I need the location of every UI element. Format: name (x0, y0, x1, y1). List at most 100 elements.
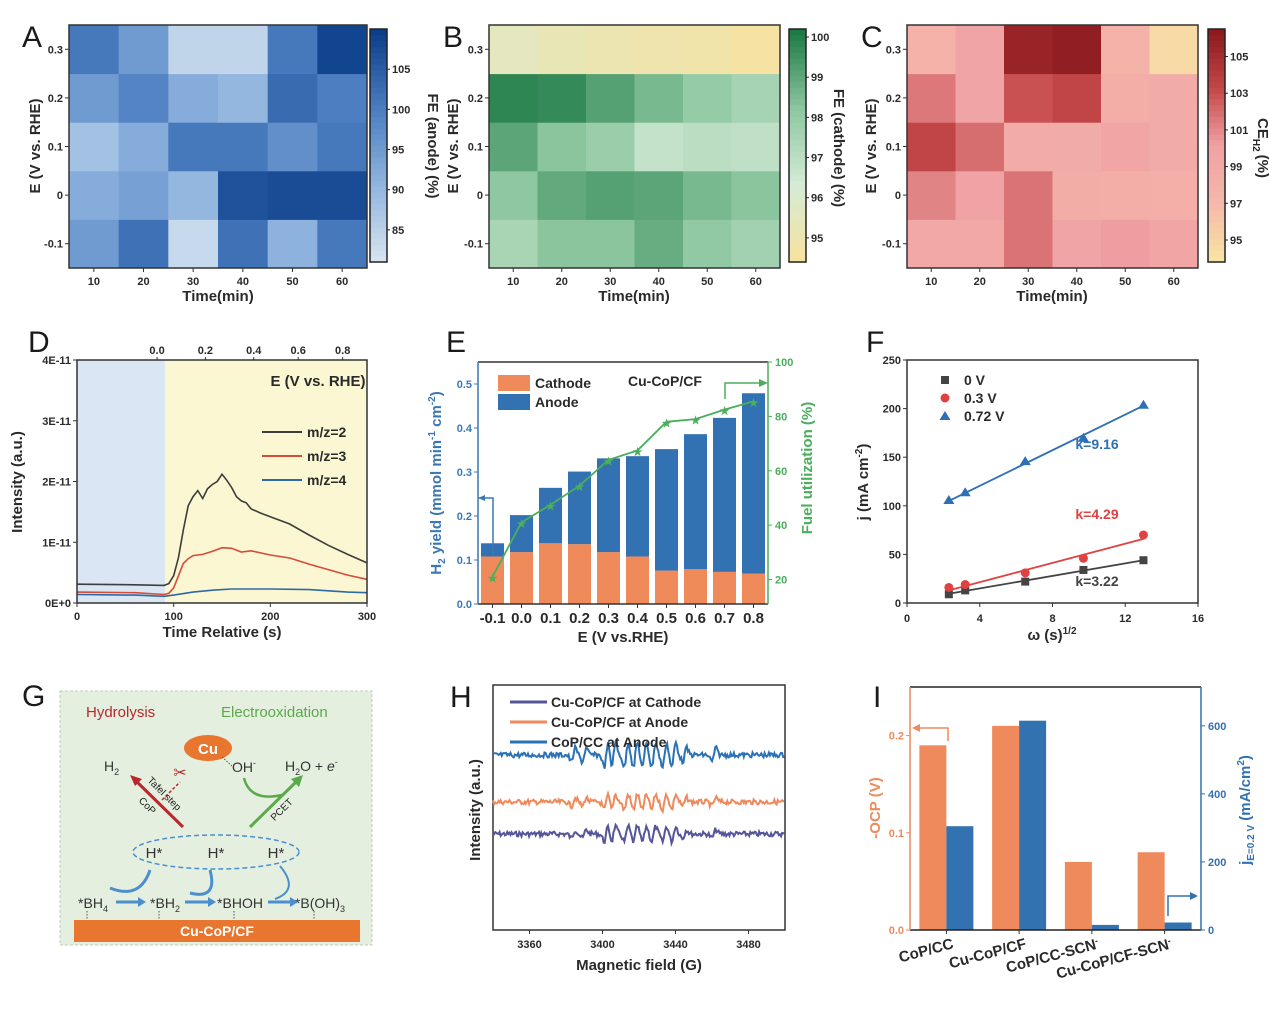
colorbar-b-segment (789, 244, 806, 251)
heatmap-c-cell (955, 219, 1005, 269)
line-h-x-tick-label: 3440 (663, 939, 687, 951)
bar-i-y2label-mid: (mA/cm (1237, 766, 1254, 825)
line-d-legend-label: m/z=4 (307, 472, 347, 488)
heatmap-c-cell (1052, 170, 1102, 220)
colorbar-c-segment (1208, 162, 1225, 170)
heatmap-a-cell (218, 122, 269, 172)
colorbar-a-segment (370, 87, 387, 94)
bar-e-x-tick-label: 0.1 (540, 610, 561, 627)
colorbar-a-tick-label: 105 (392, 64, 410, 76)
diagram-g-cu-ellipse (184, 735, 232, 761)
heatmap-a-y-tick-label: 0.3 (48, 44, 63, 56)
scatter-f-fit-line (948, 404, 1144, 502)
heatmap-c-cell (907, 170, 956, 220)
colorbar-b-segment (789, 238, 806, 246)
bar-e-x-tick-label: 0.5 (656, 610, 677, 627)
line-h-series-line (492, 822, 785, 848)
colorbar-c-label-tail: (%) (1254, 155, 1269, 178)
colorbar-c-segment (1208, 139, 1225, 147)
panel-b: B -0.100.10.20.3 10 20 30 40 50 60 Time(min) … (443, 21, 847, 305)
line-h-x-tick-label: 3360 (517, 939, 541, 951)
bar-e-ylabel-pre: H (428, 564, 445, 575)
bar-e-fuel-star-marker: ★ (488, 573, 498, 585)
scatter-f-ylabel-main: j (mA cm (855, 458, 872, 522)
colorbar-b-segment (789, 116, 806, 123)
diagram-g-h-star-ellipse (132, 834, 300, 870)
scatter-f-point (959, 487, 971, 497)
scatter-f-point (960, 580, 970, 590)
bar-e-y2-tick-label: 20 (775, 575, 787, 587)
colorbar-c-label-sub: H2 (1250, 139, 1261, 152)
colorbar-a-segment (370, 34, 387, 42)
heatmap-b-x-tick-label: 50 (701, 276, 713, 288)
scatter-f-y-tick-label: 200 (883, 404, 901, 416)
heatmap-b-y-tick-label: -0.1 (464, 239, 483, 251)
colorbar-c-segment (1208, 209, 1225, 216)
colorbar-a-segment (370, 180, 387, 187)
bar-e-x-tick-label: 0.3 (598, 610, 619, 627)
bar-i-y2-tick-label: 200 (1208, 857, 1226, 869)
scatter-f-ylabel-post: ) (855, 444, 872, 449)
heatmap-a-cell (168, 73, 219, 123)
colorbar-b-segment (789, 157, 806, 164)
bar-i-ocp-bar (992, 725, 1020, 930)
bar-e-fuel-star-marker: ★ (575, 482, 585, 494)
heatmap-b-y-tick-label: 0.3 (468, 44, 483, 56)
bar-e-fuel-star-marker: ★ (749, 397, 759, 409)
colorbar-b-tick-label: 99 (811, 72, 823, 84)
bar-e-right-pointer-arrow (724, 382, 762, 399)
heatmap-b-x-tick-label: 60 (750, 276, 762, 288)
heatmap-c-cell (955, 73, 1005, 123)
heatmap-c-x-tick-label: 60 (1168, 276, 1180, 288)
bar-e-anode-bar (684, 434, 707, 570)
colorbar-b-segment (789, 221, 806, 228)
bar-e-fuel-star-marker: ★ (517, 518, 527, 530)
colorbar-a-segment (370, 244, 387, 251)
diagram-g-electron-sup: - (335, 757, 338, 767)
heatmap-b-cell (537, 170, 587, 220)
bar-e-fuel-line: ★ ★ ★ ★ ★ ★ ★ ★ ★ ★ (488, 397, 759, 584)
scatter-f-x-tick-label: 8 (1049, 613, 1055, 625)
heatmap-a-cell (267, 170, 318, 220)
colorbar-a-segment (370, 93, 387, 100)
colorbar-c-segment (1208, 116, 1225, 123)
heatmap-b-cell (683, 73, 732, 123)
diagram-g-species-label: *B(OH)3 (295, 895, 345, 914)
heatmap-c-y-tick-label: 0.3 (886, 44, 901, 56)
heatmap-b-x-ticks: 10 20 30 40 50 60 (507, 268, 762, 288)
bar-e-anode-bar (510, 515, 533, 553)
bar-e-y2-tick-label: 40 (775, 520, 787, 532)
colorbar-a: 85 90 95 100 105 (369, 28, 410, 263)
heatmap-c-y-tick-label: -0.1 (882, 239, 901, 251)
bar-i-left-arrowhead (912, 724, 920, 732)
bar-e-legend: Cathode Anode (498, 375, 591, 410)
scatter-f-x-tick-label: 4 (977, 613, 984, 625)
colorbar-a-segment (370, 215, 387, 222)
line-d-series (76, 472, 368, 598)
scatter-f-y-tick-label: 0 (895, 598, 901, 610)
colorbar-b-segment (789, 162, 806, 170)
heatmap-a-cell (118, 170, 169, 220)
scatter-f-point (1020, 568, 1030, 578)
heatmap-b-cell (489, 25, 538, 75)
scatter-f-slope-label: k=4.29 (1075, 506, 1118, 522)
line-d-xlabel: Time Relative (s) (163, 624, 282, 641)
scatter-f-xlabel-sup: 1/2 (1063, 626, 1077, 637)
heatmap-c-y-tick-label: 0.2 (886, 93, 901, 105)
line-d-top-axis-label: E (V vs. RHE) (270, 373, 365, 390)
bar-i-y2label-main: j (1237, 861, 1254, 866)
colorbar-b-segment (789, 104, 806, 112)
heatmap-c-ylabel: E (V vs. RHE) (863, 98, 880, 193)
bar-e-anode-bar (655, 449, 678, 571)
colorbar-c-segment (1208, 157, 1225, 164)
heatmap-a-cell (168, 170, 219, 220)
scatter-f-x-tick-label: 0 (904, 613, 910, 625)
heatmap-b-cell (489, 219, 538, 269)
heatmap-b-cell (489, 73, 538, 123)
colorbar-b-segment (789, 87, 806, 94)
colorbar-a-segment (370, 232, 387, 240)
heatmap-c-cells (907, 25, 1199, 269)
line-h-ylabel: Intensity (a.u.) (467, 759, 484, 861)
bar-e-legend-swatch (498, 394, 530, 410)
